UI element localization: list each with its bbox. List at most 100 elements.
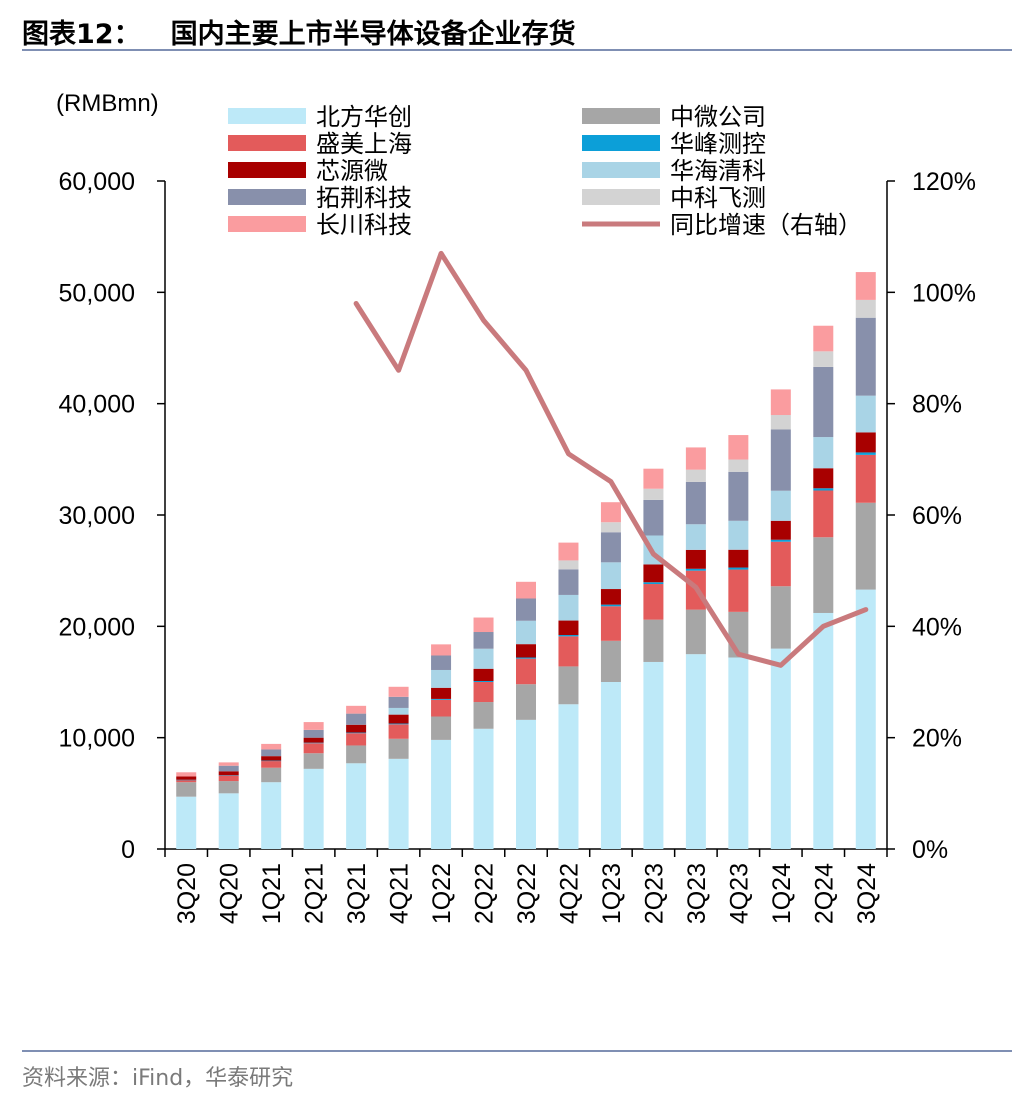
legend-label: 中科飞测 (670, 184, 766, 212)
inventory-chart: 0 10,000 20,000 30,000 40,000 50,000 60,000 0% 2… (56, 90, 976, 924)
legend-swatch (582, 162, 660, 178)
bar-segment (685, 447, 706, 470)
growth-line-layer (353, 250, 869, 668)
bar-segment (303, 743, 324, 754)
bar-segment (473, 648, 494, 669)
bars-layer (176, 272, 876, 849)
bar-segment (346, 724, 367, 733)
bar-segment (218, 775, 239, 782)
x-tick-label: 1Q22 (428, 863, 456, 924)
bar-segment (218, 793, 239, 849)
bar-segment (728, 569, 749, 612)
bar-segment (643, 564, 664, 583)
bar-segment (473, 682, 494, 703)
bar-segment (728, 549, 749, 568)
bar-segment (516, 581, 536, 599)
x-tick-label: 3Q21 (343, 863, 371, 924)
bar-segment (388, 686, 409, 697)
bar-segment (855, 432, 876, 453)
bar-segment (388, 696, 409, 708)
axes-layer: 0 10,000 20,000 30,000 40,000 50,000 60,000 0% 2… (59, 168, 976, 924)
bar-segment (388, 714, 409, 724)
bar-segment (303, 742, 324, 744)
bar-segment (261, 749, 282, 757)
bar-segment (558, 636, 579, 667)
bar-segment (346, 705, 367, 714)
bar-segment (431, 644, 452, 656)
legend-label: 同比增速（右轴） (670, 211, 862, 239)
legend-label: 北方华创 (316, 103, 412, 131)
bar-segment (431, 698, 452, 700)
bar-segment (261, 761, 282, 768)
bar-segment (643, 499, 664, 536)
bar-segment (431, 716, 452, 740)
right-tick-label: 20% (912, 725, 962, 753)
legend-swatch (582, 189, 660, 205)
bar-segment (431, 739, 452, 849)
x-tick-label: 4Q20 (216, 863, 244, 924)
bar-segment (813, 437, 834, 469)
growth-line (353, 250, 869, 668)
bar-segment (685, 481, 706, 525)
bar-segment (516, 620, 536, 645)
bar-segment (643, 584, 664, 620)
bar-segment (558, 560, 579, 570)
figure-title-row: 图表12： 国内主要上市半导体设备企业存货 (22, 12, 576, 51)
bar-segment (218, 775, 239, 776)
bar-segment (855, 272, 876, 300)
bar-segment (261, 782, 282, 849)
bar-segment (218, 771, 239, 776)
figure-label: 图表12： (22, 19, 141, 50)
bar-segment (473, 728, 494, 849)
footer-rule (22, 1050, 1012, 1052)
bar-segment (685, 609, 706, 655)
bar-segment (558, 594, 579, 621)
bar-segment (855, 395, 876, 433)
bar-segment (600, 640, 621, 682)
bar-segment (431, 655, 452, 670)
bar-segment (685, 654, 706, 849)
left-tick-label: 50,000 (59, 279, 135, 307)
bar-segment (516, 658, 536, 685)
bar-segment (558, 620, 579, 636)
bar-segment (431, 669, 452, 688)
x-tick-label: 3Q23 (683, 863, 711, 924)
x-tick-label: 2Q21 (301, 863, 329, 924)
legend-swatch (228, 108, 306, 124)
x-tick-label: 1Q23 (598, 863, 626, 924)
bar-segment (728, 435, 749, 460)
bar-segment (643, 582, 664, 585)
bar-segment (770, 539, 791, 542)
left-tick-label: 40,000 (59, 391, 135, 419)
right-tick-label: 60% (912, 502, 962, 530)
bar-segment (813, 325, 834, 352)
bar-segment (218, 781, 239, 794)
right-tick-label: 100% (912, 279, 976, 307)
bar-segment (346, 745, 367, 764)
bar-segment (558, 704, 579, 849)
figure-title: 国内主要上市半导体设备企业存货 (170, 19, 576, 50)
source-note: 资料来源：iFind，华泰研究 (22, 1066, 294, 1091)
bar-segment (813, 488, 834, 491)
bar-segment (685, 469, 706, 482)
bar-segment (516, 598, 536, 621)
bar-segment (770, 586, 791, 649)
bar-segment (516, 657, 536, 659)
x-tick-label: 3Q20 (173, 863, 201, 924)
legend-label: 芯源微 (316, 157, 388, 185)
bar-segment (643, 619, 664, 662)
bar-segment (473, 668, 494, 681)
bar-segment (431, 699, 452, 717)
bar-segment (600, 589, 621, 605)
bar-segment (261, 743, 282, 750)
bar-segment (176, 779, 197, 783)
left-tick-label: 0 (121, 836, 135, 864)
left-tick-label: 60,000 (59, 168, 135, 196)
bar-segment (303, 729, 324, 738)
bar-segment (388, 707, 409, 715)
left-tick-label: 30,000 (59, 502, 135, 530)
bar-segment (261, 767, 282, 783)
bar-segment (473, 680, 494, 682)
title-rule (22, 49, 1012, 51)
x-tick-label: 3Q22 (513, 863, 541, 924)
